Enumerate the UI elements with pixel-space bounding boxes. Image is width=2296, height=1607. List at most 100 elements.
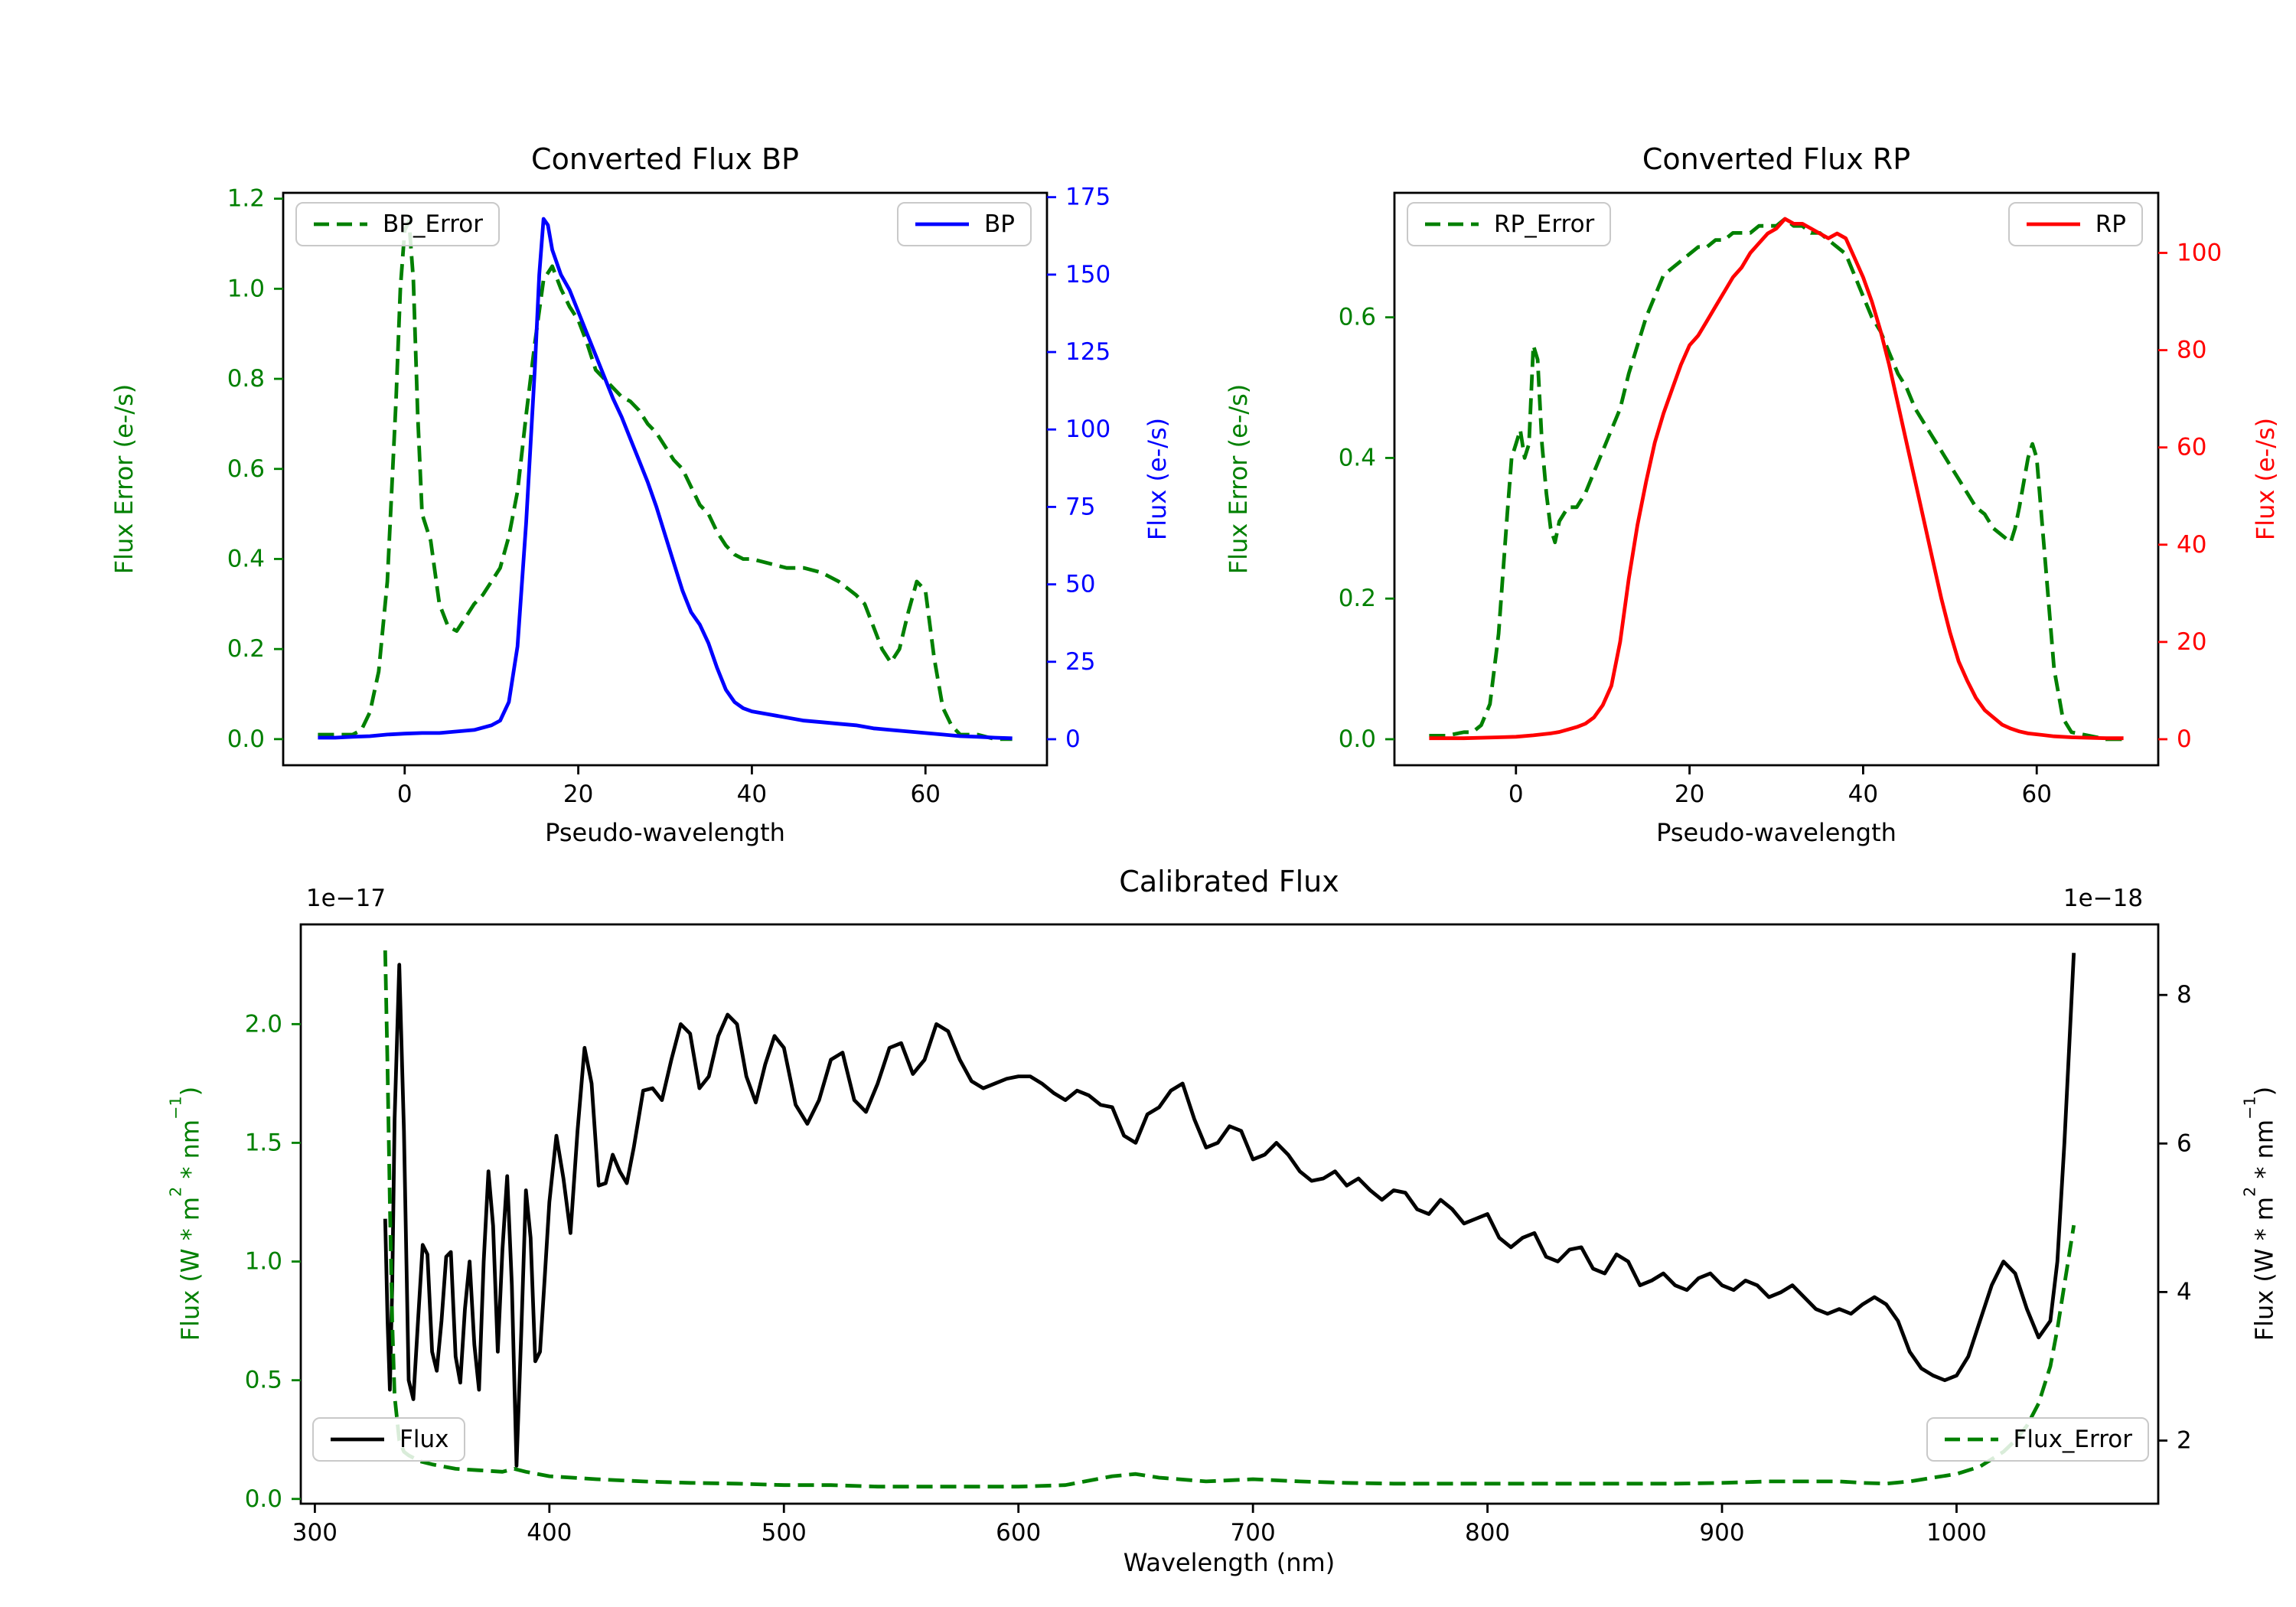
right-tick-label: 60 bbox=[2177, 434, 2206, 461]
ylabel-part: ) bbox=[175, 1086, 205, 1097]
x-tick-label: 600 bbox=[996, 1519, 1041, 1547]
right-tick-label: 0 bbox=[1065, 725, 1081, 753]
legend-flux-error: Flux_Error bbox=[1926, 1417, 2149, 1462]
left-tick-label: 1.0 bbox=[227, 275, 265, 302]
ylabel-exponent: −1 bbox=[2240, 1096, 2259, 1120]
x-tick-label: 1000 bbox=[1926, 1519, 1987, 1547]
left-tick-label: 2.0 bbox=[245, 1010, 282, 1038]
series-line-RP_Error bbox=[1429, 217, 2124, 742]
dashed-line-icon bbox=[1944, 1437, 1998, 1442]
left-tick-label: 0.0 bbox=[1339, 725, 1376, 753]
x-tick-label: 60 bbox=[911, 781, 941, 808]
ylabel-rp-left: Flux Error (e-/s) bbox=[1224, 383, 1253, 575]
ylabel-bp-left: Flux Error (e-/s) bbox=[109, 383, 139, 575]
right-tick-label: 40 bbox=[2177, 531, 2206, 559]
x-tick-label: 20 bbox=[1675, 781, 1704, 808]
series-line-RP bbox=[1429, 217, 2124, 741]
series-line-Flux_Error bbox=[383, 950, 2076, 1489]
chart-cal: 300 400 500 600 700 800 900 1000 0.0 0.5 1.0 1.5 2.0… bbox=[245, 923, 2192, 1547]
x-tick-label: 60 bbox=[2022, 781, 2052, 808]
xlabel-rp: Pseudo-wavelength bbox=[1656, 818, 1896, 847]
x-tick-label: 900 bbox=[1699, 1519, 1744, 1547]
legend-label: RP bbox=[2095, 210, 2126, 238]
right-tick-label: 20 bbox=[2177, 628, 2206, 656]
series-line-Flux bbox=[383, 953, 2076, 1468]
left-tick-label: 0.2 bbox=[1339, 585, 1376, 612]
right-tick-label: 75 bbox=[1065, 493, 1095, 520]
xlabel-calibrated: Wavelength (nm) bbox=[1123, 1548, 1336, 1577]
right-tick-label: 0 bbox=[2177, 725, 2192, 753]
left-tick-label: 0.6 bbox=[227, 455, 265, 483]
left-tick-label: 0.4 bbox=[1339, 444, 1376, 471]
x-tick-label: 40 bbox=[737, 781, 767, 808]
series-line-BP bbox=[318, 217, 1013, 741]
left-tick-label: 0.0 bbox=[245, 1485, 282, 1513]
chart-bp: 0 20 40 60 0.0 0.2 0.4 0.6 0.8 1.0 1.2 0 25 50 75 100 12… bbox=[227, 184, 1110, 808]
legend-label: Flux bbox=[400, 1426, 449, 1453]
left-tick-label: 0.5 bbox=[245, 1367, 282, 1394]
left-tick-label: 0.8 bbox=[227, 365, 265, 393]
ylabel-exponent: 2 bbox=[166, 1186, 185, 1197]
axes-frame bbox=[282, 191, 1049, 767]
legend-label: Flux_Error bbox=[2013, 1426, 2133, 1453]
right-tick-label: 100 bbox=[1065, 416, 1110, 443]
ylabel-bp-right: Flux (e-/s) bbox=[1143, 417, 1172, 541]
x-tick-label: 400 bbox=[527, 1519, 572, 1547]
ylabel-exponent: −1 bbox=[166, 1096, 185, 1120]
ylabel-rp-right: Flux (e-/s) bbox=[2251, 417, 2280, 541]
ylabel-cal-right: Flux (W * m2 * nm−1) bbox=[2240, 1086, 2279, 1341]
x-tick-label: 0 bbox=[397, 781, 413, 808]
chart-title-rp: Converted Flux RP bbox=[1642, 142, 1911, 176]
legend-bp-error: BP_Error bbox=[295, 202, 501, 246]
right-tick-label: 150 bbox=[1065, 261, 1110, 288]
left-tick-label: 0.6 bbox=[1339, 304, 1376, 331]
right-tick-label: 50 bbox=[1065, 571, 1095, 598]
chart-title-bp: Converted Flux BP bbox=[531, 142, 799, 176]
legend-rp-error: RP_Error bbox=[1407, 202, 1612, 246]
axes-frame bbox=[1393, 191, 2160, 767]
left-tick-label: 0.2 bbox=[227, 635, 265, 663]
left-tick-label: 1.2 bbox=[227, 185, 265, 213]
right-tick-label: 6 bbox=[2177, 1129, 2192, 1157]
left-tick-label: 1.5 bbox=[245, 1129, 282, 1156]
legend-label: RP_Error bbox=[1494, 210, 1595, 238]
x-tick-label: 300 bbox=[292, 1519, 338, 1547]
solid-line-icon bbox=[2026, 222, 2080, 227]
legend-rp: RP bbox=[2007, 202, 2143, 246]
right-tick-label: 175 bbox=[1065, 184, 1110, 211]
right-tick-label: 4 bbox=[2177, 1278, 2192, 1305]
right-tick-label: 100 bbox=[2177, 239, 2222, 266]
ylabel-cal-left: Flux (W * m2 * nm−1) bbox=[166, 1086, 205, 1341]
ylabel-part: Flux (W * m bbox=[175, 1196, 205, 1341]
right-tick-label: 125 bbox=[1065, 338, 1110, 366]
solid-line-icon bbox=[915, 222, 970, 227]
offset-text-left: 1e−17 bbox=[305, 885, 386, 912]
x-tick-label: 700 bbox=[1231, 1519, 1276, 1547]
x-tick-label: 800 bbox=[1465, 1519, 1510, 1547]
series-line-BP_Error bbox=[318, 219, 1013, 742]
x-tick-label: 0 bbox=[1508, 781, 1524, 808]
ylabel-part: Flux (W * m bbox=[2249, 1196, 2279, 1341]
axes-frame bbox=[299, 923, 2160, 1505]
x-tick-label: 500 bbox=[762, 1519, 807, 1547]
x-tick-label: 20 bbox=[563, 781, 593, 808]
right-tick-label: 80 bbox=[2177, 337, 2206, 364]
ylabel-part: ) bbox=[2249, 1086, 2279, 1097]
offset-text-right: 1e−18 bbox=[2063, 885, 2144, 912]
left-tick-label: 0.0 bbox=[227, 725, 265, 753]
left-tick-label: 1.0 bbox=[245, 1248, 282, 1276]
ylabel-exponent: 2 bbox=[2240, 1186, 2259, 1197]
right-tick-label: 25 bbox=[1065, 648, 1095, 676]
left-tick-label: 0.4 bbox=[227, 545, 265, 572]
ylabel-part: * nm bbox=[2249, 1119, 2279, 1187]
xlabel-bp: Pseudo-wavelength bbox=[545, 818, 785, 847]
chart-rp: 0 20 40 60 0.0 0.2 0.4 0.6 0 20 40 60 80 100 bbox=[1339, 191, 2222, 808]
ylabel-part: * nm bbox=[175, 1119, 205, 1187]
dashed-line-icon bbox=[1425, 222, 1479, 227]
right-tick-label: 2 bbox=[2177, 1427, 2192, 1455]
dashed-line-icon bbox=[314, 222, 367, 227]
legend-label: BP_Error bbox=[383, 210, 484, 238]
legend-bp: BP bbox=[897, 202, 1032, 246]
right-tick-label: 8 bbox=[2177, 981, 2192, 1009]
